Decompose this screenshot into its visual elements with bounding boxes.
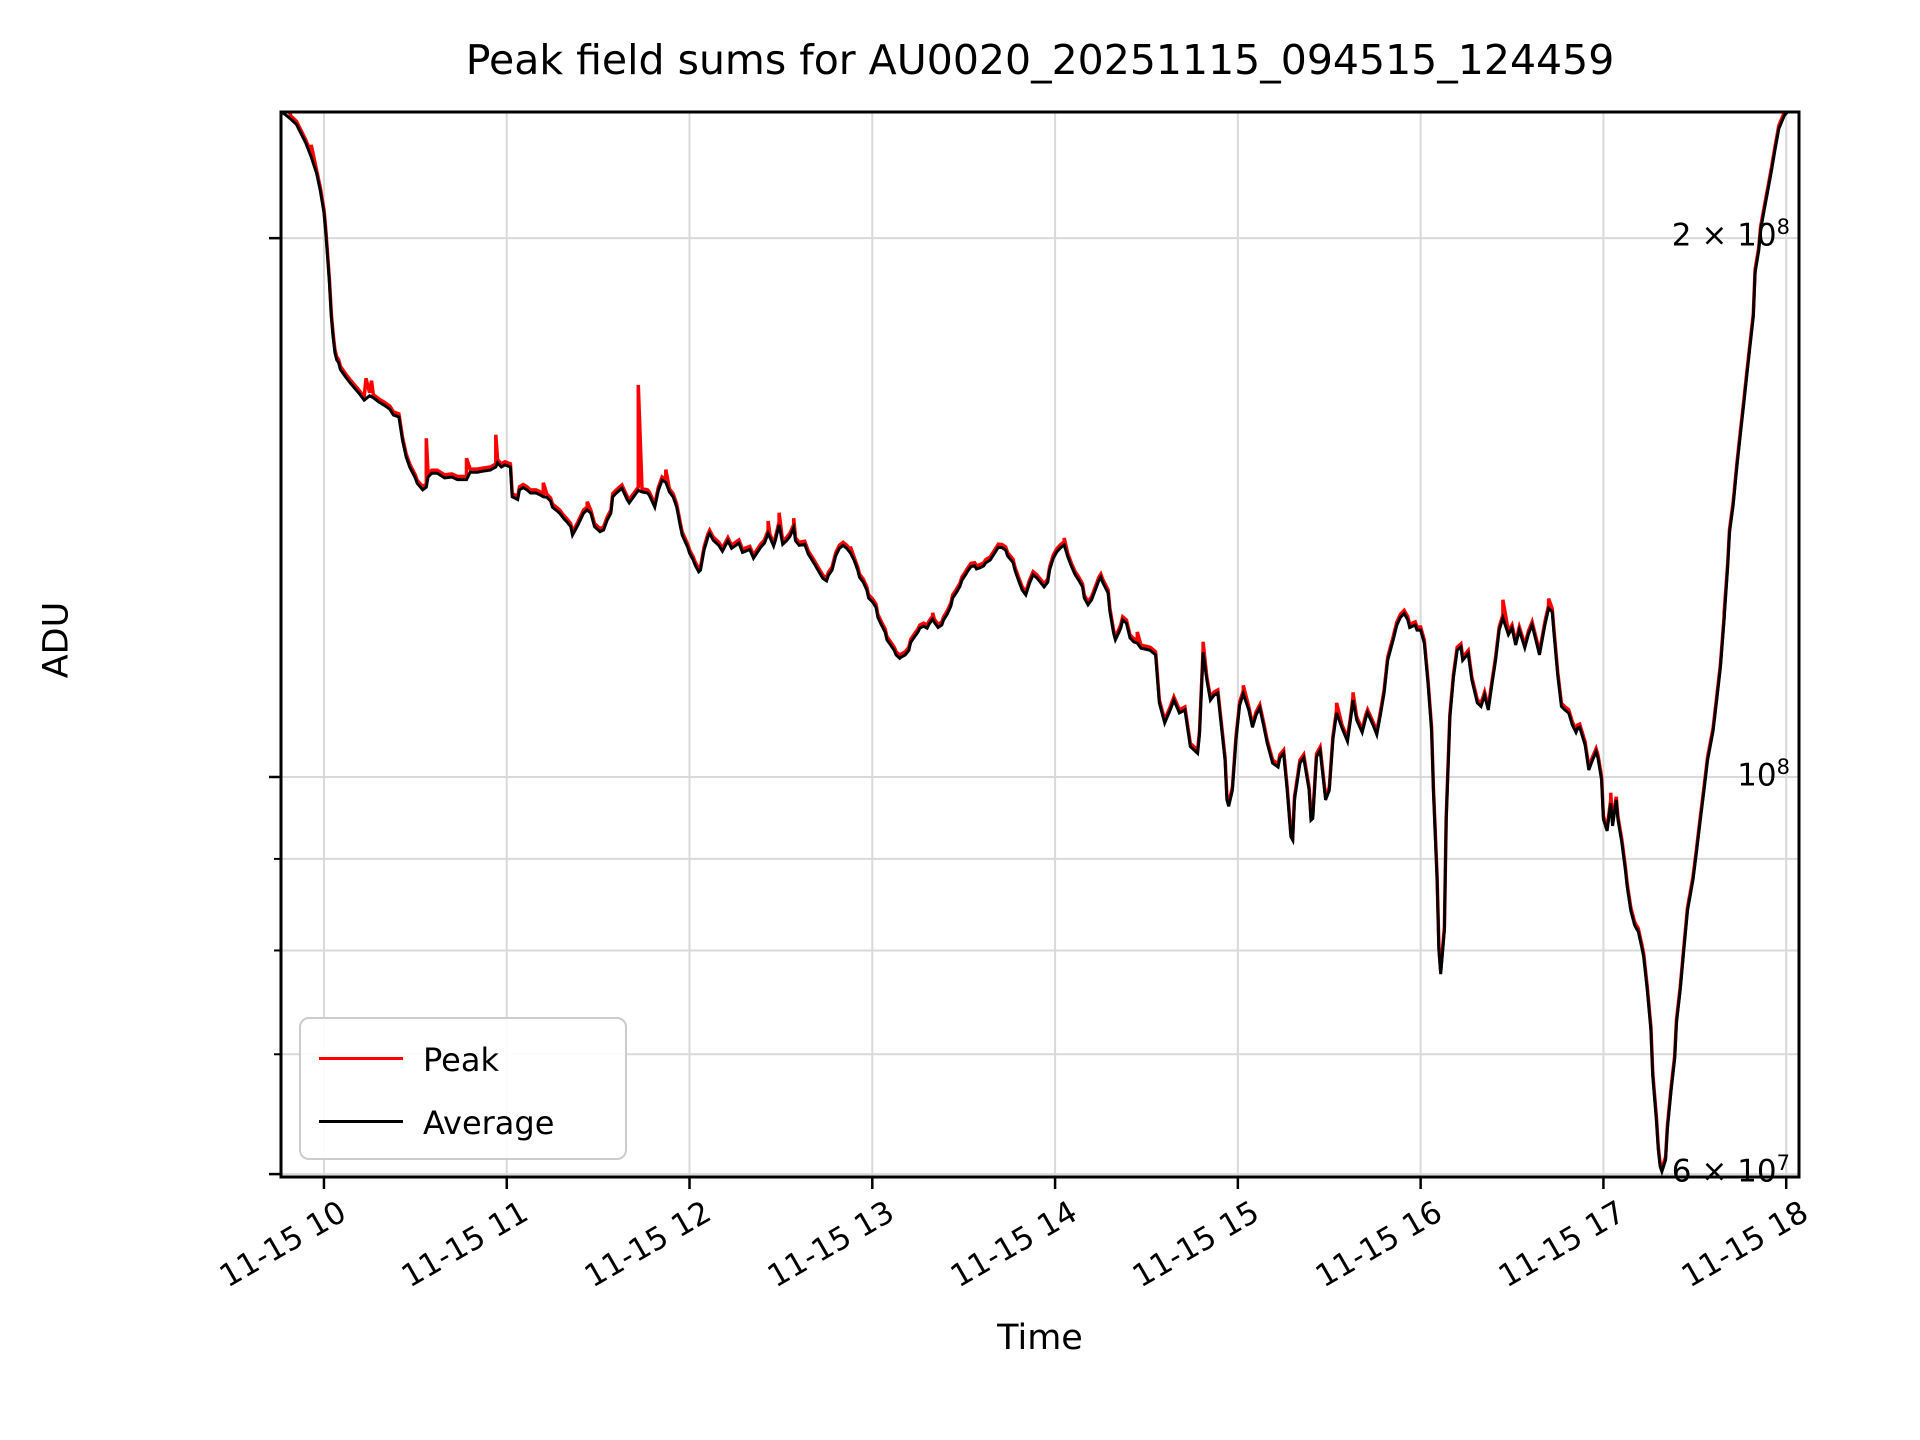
x-axis-label: Time (997, 1318, 1083, 1358)
legend-item-average: Average (301, 1096, 625, 1146)
chart-title: Peak field sums for AU0020_20251115_0945… (465, 36, 1615, 84)
legend: Peak Average (299, 1017, 627, 1160)
average-line (281, 112, 1799, 1177)
legend-label-average: Average (423, 1104, 555, 1142)
y-tick-label-1e8: 108 (1737, 755, 1790, 794)
legend-label-peak: Peak (423, 1041, 499, 1079)
y-tick-label-6e7: 6 × 107 (1671, 1151, 1790, 1190)
peak-line (282, 112, 1788, 1174)
y-tick-label-2e8: 2 × 108 (1671, 215, 1790, 254)
plot-frame (279, 110, 1801, 1179)
y-axis-label: ADU (36, 601, 77, 679)
legend-item-peak: Peak (301, 1033, 625, 1083)
peak-line-swatch (319, 1057, 403, 1060)
average-line-swatch (319, 1120, 403, 1123)
